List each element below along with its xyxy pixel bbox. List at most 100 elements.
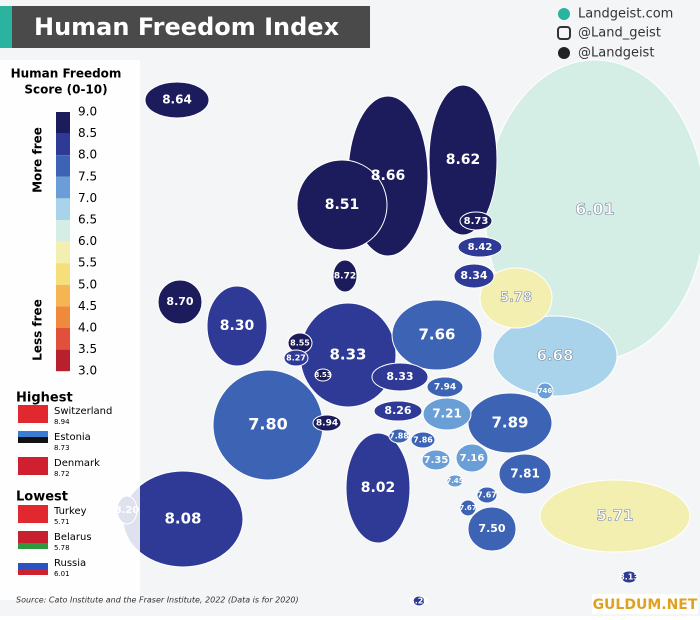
score-label: 7.80	[248, 415, 287, 434]
flag	[18, 437, 48, 443]
score-label: 8.55	[290, 339, 310, 348]
title-accent	[0, 6, 12, 48]
less-free-label: Less free	[31, 299, 45, 361]
country	[332, 259, 358, 293]
country-name: Russia	[54, 558, 86, 569]
country-score: 5.71	[54, 518, 70, 526]
score-label: 8.42	[468, 242, 493, 253]
legend-swatch	[56, 284, 70, 307]
score-label: 8.26	[384, 404, 411, 417]
score-label: 8.51	[325, 197, 360, 213]
score-label: 8.13	[619, 573, 639, 582]
social-link: Landgeist.com	[578, 7, 673, 22]
score-label: 7.21	[432, 407, 462, 421]
country-score: 5.78	[54, 544, 70, 552]
score-label: 8.64	[162, 93, 192, 107]
flag	[18, 505, 48, 523]
country	[476, 486, 498, 504]
score-label: 5.71	[596, 507, 633, 525]
score-label: 8.33	[329, 346, 366, 364]
score-label: 7.86	[413, 436, 433, 445]
country-name: Denmark	[54, 458, 100, 469]
score-label: 8.62	[446, 152, 481, 168]
flag	[18, 537, 48, 543]
legend-swatch	[56, 328, 70, 350]
country	[206, 285, 268, 367]
title-banner	[0, 6, 370, 48]
country-name: Estonia	[54, 432, 91, 443]
country-score: 8.73	[54, 444, 70, 452]
legend-tick-label: 3.0	[78, 364, 97, 378]
twitter-icon	[558, 47, 570, 59]
country	[412, 595, 426, 607]
flag	[18, 557, 48, 563]
country	[453, 263, 495, 289]
score-label: 7.50	[478, 522, 505, 535]
country	[428, 84, 498, 236]
legend-tick-label: 4.5	[78, 299, 97, 313]
legend-swatch	[56, 263, 70, 285]
legend-swatch	[56, 241, 70, 264]
score-label: 7.35	[424, 455, 449, 466]
legend-swatch	[56, 349, 70, 372]
country	[459, 499, 477, 517]
more-free-label: More free	[31, 127, 45, 193]
legend-tick-label: 5.5	[78, 256, 97, 270]
score-label: 8.53	[314, 371, 331, 379]
country	[410, 431, 436, 449]
social-link: @Landgeist	[578, 46, 654, 61]
watermark: GULDUM.NET	[593, 597, 698, 613]
legend-tick-label: 6.0	[78, 234, 97, 248]
flag	[18, 531, 48, 537]
country-score: 8.94	[54, 418, 70, 426]
country	[459, 211, 493, 231]
watermark-bg	[592, 594, 698, 614]
globe-icon	[558, 8, 570, 20]
country	[345, 432, 411, 544]
legend-swatch	[56, 198, 70, 220]
legend-tick-label: 9.0	[78, 105, 97, 119]
score-label: 7.45	[446, 477, 463, 485]
country-name: Turkey	[53, 506, 87, 517]
country	[539, 479, 691, 553]
score-label: 8.34	[460, 269, 487, 282]
score-label: 7.67	[459, 504, 476, 512]
legend-swatch	[56, 220, 70, 242]
country-name: Switzerland	[54, 406, 112, 417]
country	[467, 506, 517, 552]
score-label: 8.30	[220, 318, 255, 334]
score-label: 7.89	[491, 414, 528, 432]
legend-tick-label: 7.5	[78, 169, 97, 183]
title: Human Freedom Index	[34, 13, 340, 41]
country	[536, 382, 554, 400]
legend-tick-label: 5.0	[78, 277, 97, 291]
score-label: 8.33	[386, 370, 413, 383]
score-label: 8.73	[464, 216, 489, 227]
country	[312, 414, 342, 432]
country	[283, 349, 309, 367]
country	[421, 449, 451, 471]
legend-swatch	[56, 176, 70, 199]
country	[492, 315, 618, 397]
country	[388, 428, 410, 444]
flag	[18, 443, 48, 449]
score-label: 8.08	[164, 510, 201, 528]
legend-swatch	[56, 133, 70, 156]
score-label: 8.94	[316, 419, 338, 429]
score-label: 7.67	[477, 491, 497, 500]
instagram-icon	[557, 26, 571, 40]
country	[157, 279, 203, 325]
country	[426, 376, 464, 398]
score-label: 8.70	[166, 295, 193, 308]
legend-tick-label: 8.0	[78, 148, 97, 162]
country	[373, 400, 423, 422]
country	[479, 267, 553, 329]
legend-tick-label: 7.0	[78, 191, 97, 205]
score-label: 8.72	[334, 272, 356, 282]
score-label: 6.68	[536, 347, 573, 365]
score-label: 8.20	[409, 597, 429, 606]
flag	[18, 543, 48, 549]
highest-heading: Highest	[16, 391, 73, 406]
legend-tick-label: 6.5	[78, 213, 97, 227]
